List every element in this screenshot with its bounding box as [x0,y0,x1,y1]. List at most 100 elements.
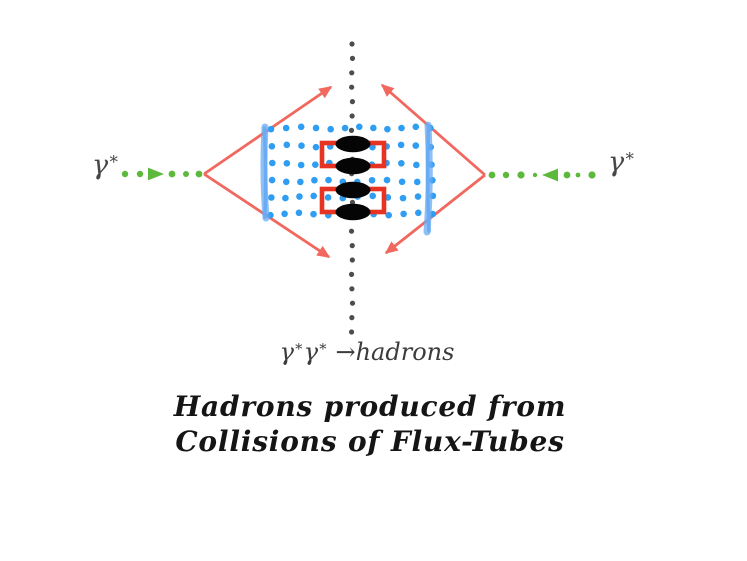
dot [414,209,422,217]
dot [412,142,420,149]
dot [349,99,356,105]
dot [268,176,276,184]
dot [399,194,407,202]
dot [281,210,288,218]
photon-beam-right [488,168,596,182]
flux-tube-walls [260,121,433,236]
flux-tube-wall-left-core [262,126,268,219]
dot [183,171,189,177]
dot [369,192,377,200]
dot [268,159,276,167]
dot [349,41,355,47]
dot [267,125,275,133]
flux-tube-wall-right-core [425,124,431,233]
dot [532,172,538,178]
photon-beam-left [121,167,203,181]
caption-line-2: Collisions of Flux-Tubes [175,424,565,458]
dot [349,55,356,62]
caption-line-1: Hadrons produced from [173,390,567,423]
dot [297,123,305,131]
gamma-symbol: γ [303,338,319,366]
dot [327,125,334,133]
green-arrowhead-right-icon [148,167,164,181]
dot [349,84,355,90]
dot [397,141,405,149]
dot [349,257,355,263]
formula-product: hadrons [355,338,455,366]
dot [400,210,407,218]
dot [369,143,376,151]
dot [310,210,317,218]
dot [341,124,349,132]
dot [282,178,290,186]
dot [136,170,144,178]
dot [282,194,289,202]
dot [295,209,303,217]
dot [588,171,596,179]
right-arrow-glyph: → [327,338,356,366]
dot [195,170,203,178]
star-superscript: ∗ [318,339,328,355]
dot [312,161,319,168]
dot [268,194,275,201]
dot [348,329,355,335]
dot [575,172,581,178]
dot [349,199,356,205]
dot [349,315,355,321]
dot [385,211,393,219]
gamma-symbol: γ [92,150,109,181]
hadron-ellipses [335,135,371,221]
dot [283,160,291,167]
star-superscript: ∗ [624,145,636,165]
hadron-ellipse-3 [335,181,371,199]
photon-label-left: γ∗ [92,150,120,179]
arrow-upper-right [380,83,486,177]
dot [324,194,332,201]
process-formula: γ∗γ∗ →hadrons [280,340,455,364]
photon-label-right: γ∗ [608,147,636,176]
star-superscript: ∗ [293,339,304,355]
dot [398,160,405,167]
hadron-ellipse-4 [335,203,371,221]
dot [349,70,355,76]
dot [312,143,320,151]
dot [311,176,318,184]
dot [563,171,571,179]
dot [383,176,391,184]
dot [502,171,510,179]
dot [384,125,391,133]
dot [398,178,406,186]
caption: Hadrons produced from Collisions of Flux… [174,390,567,459]
dot [121,170,129,178]
dot [168,170,176,178]
dot [268,143,276,150]
hadron-ellipse-2 [335,157,371,175]
dot [348,228,355,234]
dot [282,124,290,132]
green-arrowhead-left-icon [542,168,558,182]
gamma-symbol: γ [279,338,294,366]
dot [325,176,332,184]
dot [355,123,363,131]
dot [283,141,291,149]
dot [348,271,355,277]
dot [296,193,303,200]
dot [412,123,420,131]
dot [297,161,305,169]
dot [298,142,305,149]
dot [349,243,355,249]
dot [488,171,496,179]
dot [349,286,355,292]
dot [398,124,405,132]
dot [349,300,356,306]
star-superscript: ∗ [108,148,120,168]
dot [310,192,317,200]
dot [413,178,421,186]
hadron-ellipse-1 [335,135,371,153]
dot [348,127,355,133]
dot [413,161,420,169]
dot [414,193,422,200]
dot [370,124,377,132]
